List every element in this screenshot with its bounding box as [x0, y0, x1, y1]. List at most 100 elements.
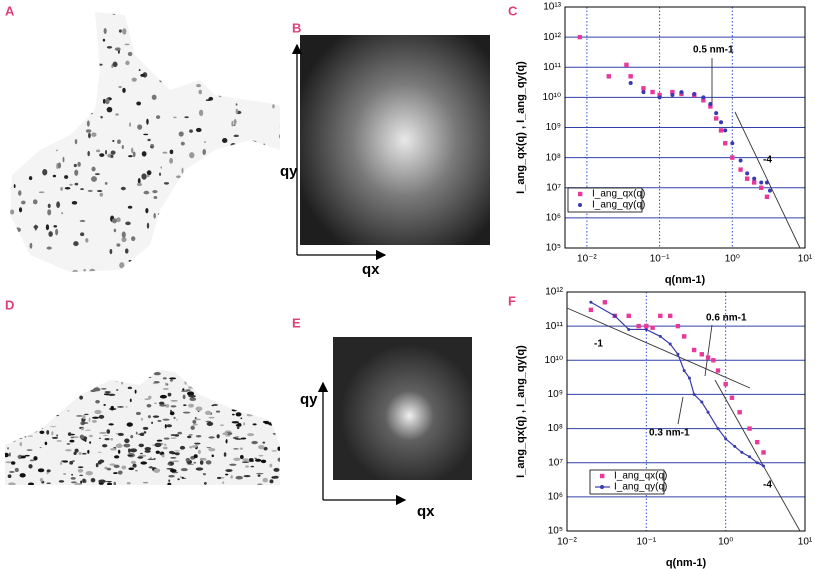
speckle	[69, 394, 76, 398]
speckle	[127, 51, 133, 57]
speckle	[74, 182, 79, 186]
speckle	[46, 430, 50, 435]
speckle	[37, 378, 43, 382]
speckle	[14, 435, 19, 439]
speckle	[98, 479, 106, 484]
speckle	[56, 434, 58, 437]
speckle	[243, 475, 251, 478]
speckle	[238, 30, 242, 35]
speckle	[13, 184, 16, 189]
data-point	[670, 89, 675, 95]
annotation: -4	[763, 155, 772, 166]
speckle	[25, 411, 28, 415]
data-point	[751, 180, 757, 185]
speckle	[220, 424, 224, 427]
data-point	[723, 381, 728, 387]
speckle	[198, 89, 202, 95]
y-tick-label: 10¹¹	[543, 62, 561, 73]
speckle	[206, 421, 214, 426]
speckle	[206, 12, 210, 14]
speckle	[69, 439, 75, 443]
speckle	[139, 452, 143, 455]
panel-label: D	[5, 297, 14, 312]
speckle	[223, 452, 227, 457]
speckle	[5, 452, 9, 458]
speckle	[104, 182, 108, 185]
speckle	[11, 461, 16, 465]
speckle	[98, 437, 102, 440]
speckle	[30, 70, 35, 74]
data-point	[628, 74, 633, 79]
speckle	[71, 473, 73, 476]
speckle	[85, 429, 92, 431]
speckle	[47, 402, 50, 407]
data-point	[759, 185, 764, 190]
speckle	[82, 452, 87, 455]
speckle	[62, 28, 67, 31]
speckle	[235, 424, 241, 427]
speckle	[74, 378, 82, 383]
speckle	[65, 449, 72, 452]
x-tick-label: 10⁰	[718, 537, 733, 548]
speckle	[235, 108, 239, 114]
speckle	[263, 143, 266, 147]
y-tick-label: 10¹⁰	[543, 92, 561, 103]
speckle	[269, 407, 274, 410]
speckle	[117, 406, 125, 408]
speckle	[64, 187, 71, 190]
speckle	[43, 376, 46, 380]
speckle	[102, 444, 108, 448]
speckle	[108, 423, 114, 426]
speckle	[204, 243, 209, 249]
speckle	[279, 122, 280, 130]
data-point	[675, 323, 681, 329]
speckle	[136, 182, 143, 187]
speckle	[38, 191, 45, 194]
data-point	[641, 86, 646, 91]
speckle	[252, 423, 257, 426]
speckle	[90, 477, 96, 483]
speckle	[130, 147, 134, 154]
speckle	[137, 124, 143, 130]
y-tick-label: 10⁶	[548, 491, 563, 502]
speckle	[183, 404, 187, 406]
speckle	[17, 436, 21, 438]
speckle	[167, 463, 171, 465]
speckle	[17, 416, 21, 421]
speckle	[141, 173, 147, 180]
speckle	[94, 62, 99, 68]
speckle	[166, 71, 170, 77]
speckle	[204, 481, 207, 485]
speckle	[21, 399, 26, 402]
speckle	[11, 166, 15, 170]
data-point	[713, 116, 719, 121]
speckle	[151, 94, 157, 100]
speckle	[197, 449, 201, 455]
speckle	[131, 77, 137, 82]
y-axis-title: I_ang_qx(q) , I_ang_qy(q)	[515, 345, 527, 478]
data-point	[706, 410, 710, 414]
speckle	[255, 393, 258, 398]
speckle	[124, 438, 130, 444]
speckle	[274, 267, 277, 272]
speckle	[65, 79, 69, 85]
guide-line	[704, 324, 713, 377]
data-point	[577, 34, 583, 40]
speckle	[101, 388, 107, 390]
speckle	[10, 209, 15, 215]
speckle	[194, 71, 201, 75]
speckle	[232, 21, 237, 27]
speckle	[60, 186, 63, 191]
speckle	[150, 146, 154, 148]
speckle	[64, 79, 68, 84]
speckle	[113, 228, 117, 233]
speckle	[68, 72, 73, 78]
speckle	[272, 195, 277, 202]
panel-label: B	[292, 20, 301, 35]
speckle	[104, 393, 106, 396]
speckle	[83, 268, 86, 272]
speckle	[276, 393, 280, 398]
speckle	[11, 53, 17, 59]
speckle	[211, 454, 214, 458]
speckle	[103, 434, 109, 436]
